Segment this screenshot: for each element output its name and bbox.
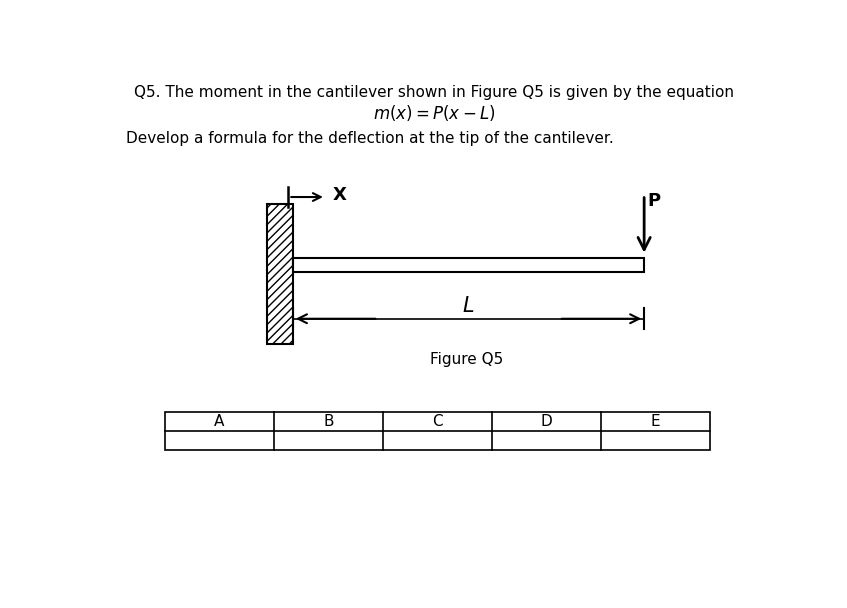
Text: Q5. The moment in the cantilever shown in Figure Q5 is given by the equation: Q5. The moment in the cantilever shown i… bbox=[134, 85, 734, 100]
Text: Figure Q5: Figure Q5 bbox=[430, 351, 503, 367]
Text: P: P bbox=[647, 192, 661, 210]
Bar bbox=[293, 258, 644, 272]
Text: B: B bbox=[324, 414, 334, 429]
Text: $m(x) = P(x - L)$: $m(x) = P(x - L)$ bbox=[373, 103, 495, 123]
Text: E: E bbox=[650, 414, 660, 429]
Bar bbox=[267, 204, 293, 345]
Text: X: X bbox=[332, 185, 346, 204]
Text: D: D bbox=[540, 414, 552, 429]
Text: C: C bbox=[432, 414, 443, 429]
Bar bbox=[165, 412, 710, 450]
Text: $L$: $L$ bbox=[462, 297, 474, 316]
Text: A: A bbox=[214, 414, 224, 429]
Text: Develop a formula for the deflection at the tip of the cantilever.: Develop a formula for the deflection at … bbox=[125, 131, 613, 147]
